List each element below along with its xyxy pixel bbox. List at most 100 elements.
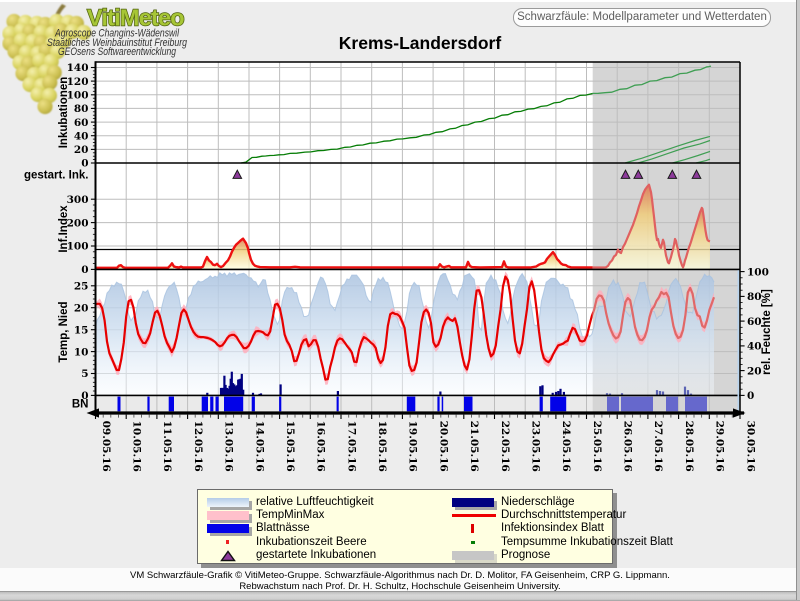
- svg-text:0: 0: [747, 390, 754, 402]
- window-top-edge: [0, 0, 800, 2]
- svg-text:29.05.16: 29.05.16: [714, 421, 726, 472]
- legend-label: Prognose: [501, 548, 551, 561]
- svg-text:Inkubationen: Inkubationen: [58, 77, 70, 149]
- svg-text:14.05.16: 14.05.16: [253, 421, 265, 472]
- window-bottom-bar: [0, 591, 800, 601]
- svg-text:11.05.16: 11.05.16: [161, 421, 173, 472]
- svg-text:23.05.16: 23.05.16: [530, 421, 542, 472]
- svg-text:30.05.16: 30.05.16: [744, 421, 756, 472]
- legend-label: Inkubationszeit Beere: [256, 535, 367, 548]
- infection-index-series: [95, 183, 711, 270]
- footer-line1: VM Schwarzfäule-Grafik © VitiMeteo-Grupp…: [130, 570, 670, 581]
- legend-label: Tempsumme Inkubationszeit Blatt: [501, 535, 673, 548]
- svg-text:21.05.16: 21.05.16: [468, 421, 480, 472]
- legend-swatch-gradient-blue-icon: [205, 496, 251, 509]
- svg-text:28.05.16: 28.05.16: [683, 421, 695, 472]
- svg-text:25: 25: [74, 281, 89, 293]
- svg-text:20.05.16: 20.05.16: [437, 421, 449, 472]
- svg-text:0: 0: [81, 264, 88, 276]
- svg-text:20: 20: [74, 302, 89, 314]
- leaf-wetness-bars-series: [117, 396, 707, 412]
- svg-text:12.05.16: 12.05.16: [192, 421, 204, 472]
- svg-text:100: 100: [67, 241, 89, 253]
- legend-swatch-dot-green-icon: [450, 536, 496, 549]
- legend-label: gestartete Inkubationen: [256, 548, 377, 561]
- svg-text:80: 80: [747, 291, 762, 303]
- svg-text:0: 0: [81, 158, 88, 170]
- chart-legend: relative Luftfeuchtigkeit TempMinMax Blatt…: [197, 489, 673, 564]
- svg-text:40: 40: [747, 341, 762, 353]
- svg-text:200: 200: [67, 217, 89, 229]
- legend-swatch-navy-icon: [450, 496, 496, 509]
- svg-text:5: 5: [81, 368, 88, 380]
- svg-text:40: 40: [74, 130, 89, 142]
- started-incubation-markers: [232, 169, 702, 179]
- footer-band: [0, 568, 800, 591]
- legend-swatch-triangle-icon: [205, 549, 251, 562]
- svg-text:19.05.16: 19.05.16: [407, 421, 419, 472]
- legend-swatch-blue-icon: [205, 522, 251, 535]
- svg-text:Temp, Nied: Temp, Nied: [58, 301, 70, 362]
- svg-text:10: 10: [74, 346, 89, 358]
- svg-text:BN: BN: [72, 399, 89, 411]
- svg-text:24.05.16: 24.05.16: [560, 421, 572, 472]
- svg-text:10.05.16: 10.05.16: [131, 421, 143, 472]
- svg-text:27.05.16: 27.05.16: [652, 421, 664, 472]
- window-right-edge: [796, 0, 800, 600]
- svg-text:22.05.16: 22.05.16: [499, 421, 511, 472]
- vitimeteo-grapes-logo: [2, 2, 94, 123]
- report-type-badge: Schwarzfäule: Modellparameter und Wetter…: [513, 8, 771, 27]
- svg-text:16.05.16: 16.05.16: [315, 421, 327, 472]
- svg-text:09.05.16: 09.05.16: [100, 421, 112, 472]
- weather-model-chart: 0204060801001201400100200300051015202502…: [24, 61, 773, 472]
- axis-labels: 0204060801001201400100200300051015202502…: [24, 62, 773, 472]
- svg-text:15: 15: [74, 324, 89, 336]
- svg-text:60: 60: [747, 316, 762, 328]
- legend-swatch-dot-red-icon: [205, 536, 251, 549]
- legend-label: Blattnässe: [256, 522, 310, 535]
- legend-swatch-line-red-icon: [450, 509, 496, 522]
- svg-text:20: 20: [74, 144, 89, 156]
- svg-text:100: 100: [67, 90, 89, 102]
- incubation-tempsum-series: [240, 65, 712, 164]
- logo-wordmark: VitiMeteo Agroscope Changins-Wädenswil S…: [0, 0, 280, 65]
- svg-text:20: 20: [747, 365, 762, 377]
- logo-subtitle-line2: Staatliches Weinbauinstitut Freiburg: [47, 37, 188, 49]
- logo-subtitle-line3: GEOsens Softwareentwicklung: [58, 46, 177, 58]
- precipitation-bars-series: [206, 371, 693, 396]
- legend-swatch-pink-icon: [205, 509, 251, 522]
- logo-subtitle-line1: Agroscope Changins-Wädenswil: [54, 27, 179, 39]
- legend-swatch-gray-icon: [450, 549, 496, 562]
- legend-label: TempMinMax: [256, 509, 325, 522]
- legend-label: Infektionsindex Blatt: [501, 522, 604, 535]
- svg-text:13.05.16: 13.05.16: [223, 421, 235, 472]
- svg-text:rel. Feuchte [%]: rel. Feuchte [%]: [761, 289, 773, 375]
- footer-line2: Rebwachstum nach Prof. Dr. H. Schultz, H…: [239, 581, 561, 592]
- axis-ticks: [90, 66, 745, 419]
- svg-text:Inf.Index: Inf.Index: [58, 205, 70, 253]
- footer-credits: VM Schwarzfäule-Grafik © VitiMeteo-Grupp…: [0, 570, 800, 592]
- legend-label: Durchschnittstemperatur: [501, 509, 627, 522]
- station-title: Krems-Landersdorf: [338, 33, 502, 53]
- svg-text:120: 120: [67, 76, 89, 88]
- svg-text:17.05.16: 17.05.16: [345, 421, 357, 472]
- grapes-icon: [2, 4, 92, 115]
- legend-label: relative Luftfeuchtigkeit: [256, 496, 374, 508]
- svg-text:26.05.16: 26.05.16: [622, 421, 634, 472]
- svg-text:100: 100: [747, 266, 769, 278]
- svg-text:140: 140: [67, 62, 89, 74]
- logo-wordmark-svg: VitiMeteo Agroscope Changins-Wädenswil S…: [47, 4, 188, 58]
- svg-text:gestart. Ink.: gestart. Ink.: [24, 170, 89, 182]
- legend-label: Niederschläge: [501, 496, 575, 508]
- svg-text:300: 300: [67, 194, 89, 206]
- legend-swatch-tick-red-icon: [450, 522, 496, 535]
- svg-text:0: 0: [81, 390, 88, 402]
- svg-text:18.05.16: 18.05.16: [376, 421, 388, 472]
- svg-text:80: 80: [74, 103, 89, 115]
- temperature-series: [94, 271, 716, 385]
- logo-title-text: VitiMeteo: [87, 5, 184, 31]
- svg-text:60: 60: [74, 117, 89, 129]
- svg-text:15.05.16: 15.05.16: [284, 421, 296, 472]
- svg-text:25.05.16: 25.05.16: [591, 421, 603, 472]
